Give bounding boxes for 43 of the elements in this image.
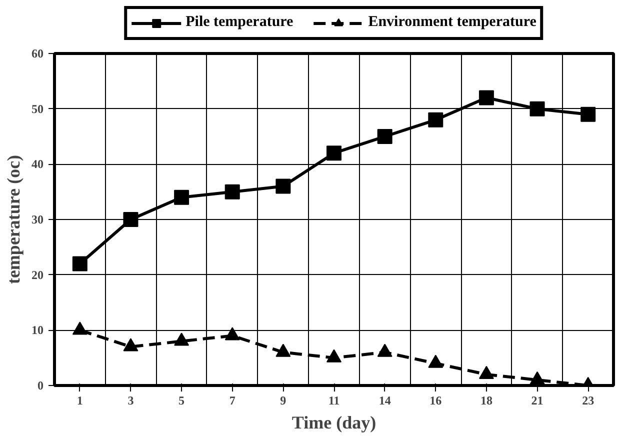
point	[580, 106, 596, 122]
point	[530, 371, 545, 385]
x-tick-label: 16	[430, 394, 442, 408]
y-axis-title: temperature (oc)	[4, 154, 24, 284]
x-tick-label: 3	[128, 394, 134, 408]
y-tick-label: 30	[32, 212, 44, 226]
point	[174, 190, 190, 205]
point	[428, 112, 444, 128]
point	[72, 322, 88, 335]
legend-label: Pile temperature	[186, 14, 294, 31]
x-axis-title: Time (day)	[292, 412, 376, 432]
legend-label: Environment temperature	[368, 14, 536, 31]
y-tick-label: 60	[32, 46, 44, 60]
point	[72, 256, 88, 272]
x-tick-label: 23	[582, 394, 594, 408]
y-tick-label: 0	[38, 378, 44, 392]
y-tick-label: 50	[32, 102, 44, 116]
point	[174, 332, 190, 346]
point	[478, 366, 494, 379]
point	[224, 184, 240, 200]
y-tick-label: 40	[32, 157, 44, 172]
x-tick-label: 14	[378, 394, 391, 408]
point	[326, 146, 342, 161]
point	[123, 338, 138, 352]
y-tick-label: 20	[32, 268, 44, 282]
point	[224, 327, 240, 340]
point	[377, 344, 392, 357]
point	[530, 101, 545, 116]
point	[326, 349, 342, 362]
y-tick-label: 10	[32, 323, 44, 338]
point	[377, 129, 392, 144]
point	[428, 354, 444, 368]
x-tick-label: 18	[480, 394, 492, 408]
x-tick-label: 11	[328, 394, 340, 408]
point	[276, 344, 291, 357]
x-tick-label: 1	[76, 394, 83, 408]
x-tick-label: 5	[178, 394, 185, 408]
point	[276, 178, 291, 194]
point	[123, 212, 138, 227]
x-tick-label: 9	[280, 394, 286, 408]
x-tick-label: 21	[531, 394, 544, 408]
point	[478, 90, 494, 106]
x-tick-label: 7	[229, 394, 236, 408]
